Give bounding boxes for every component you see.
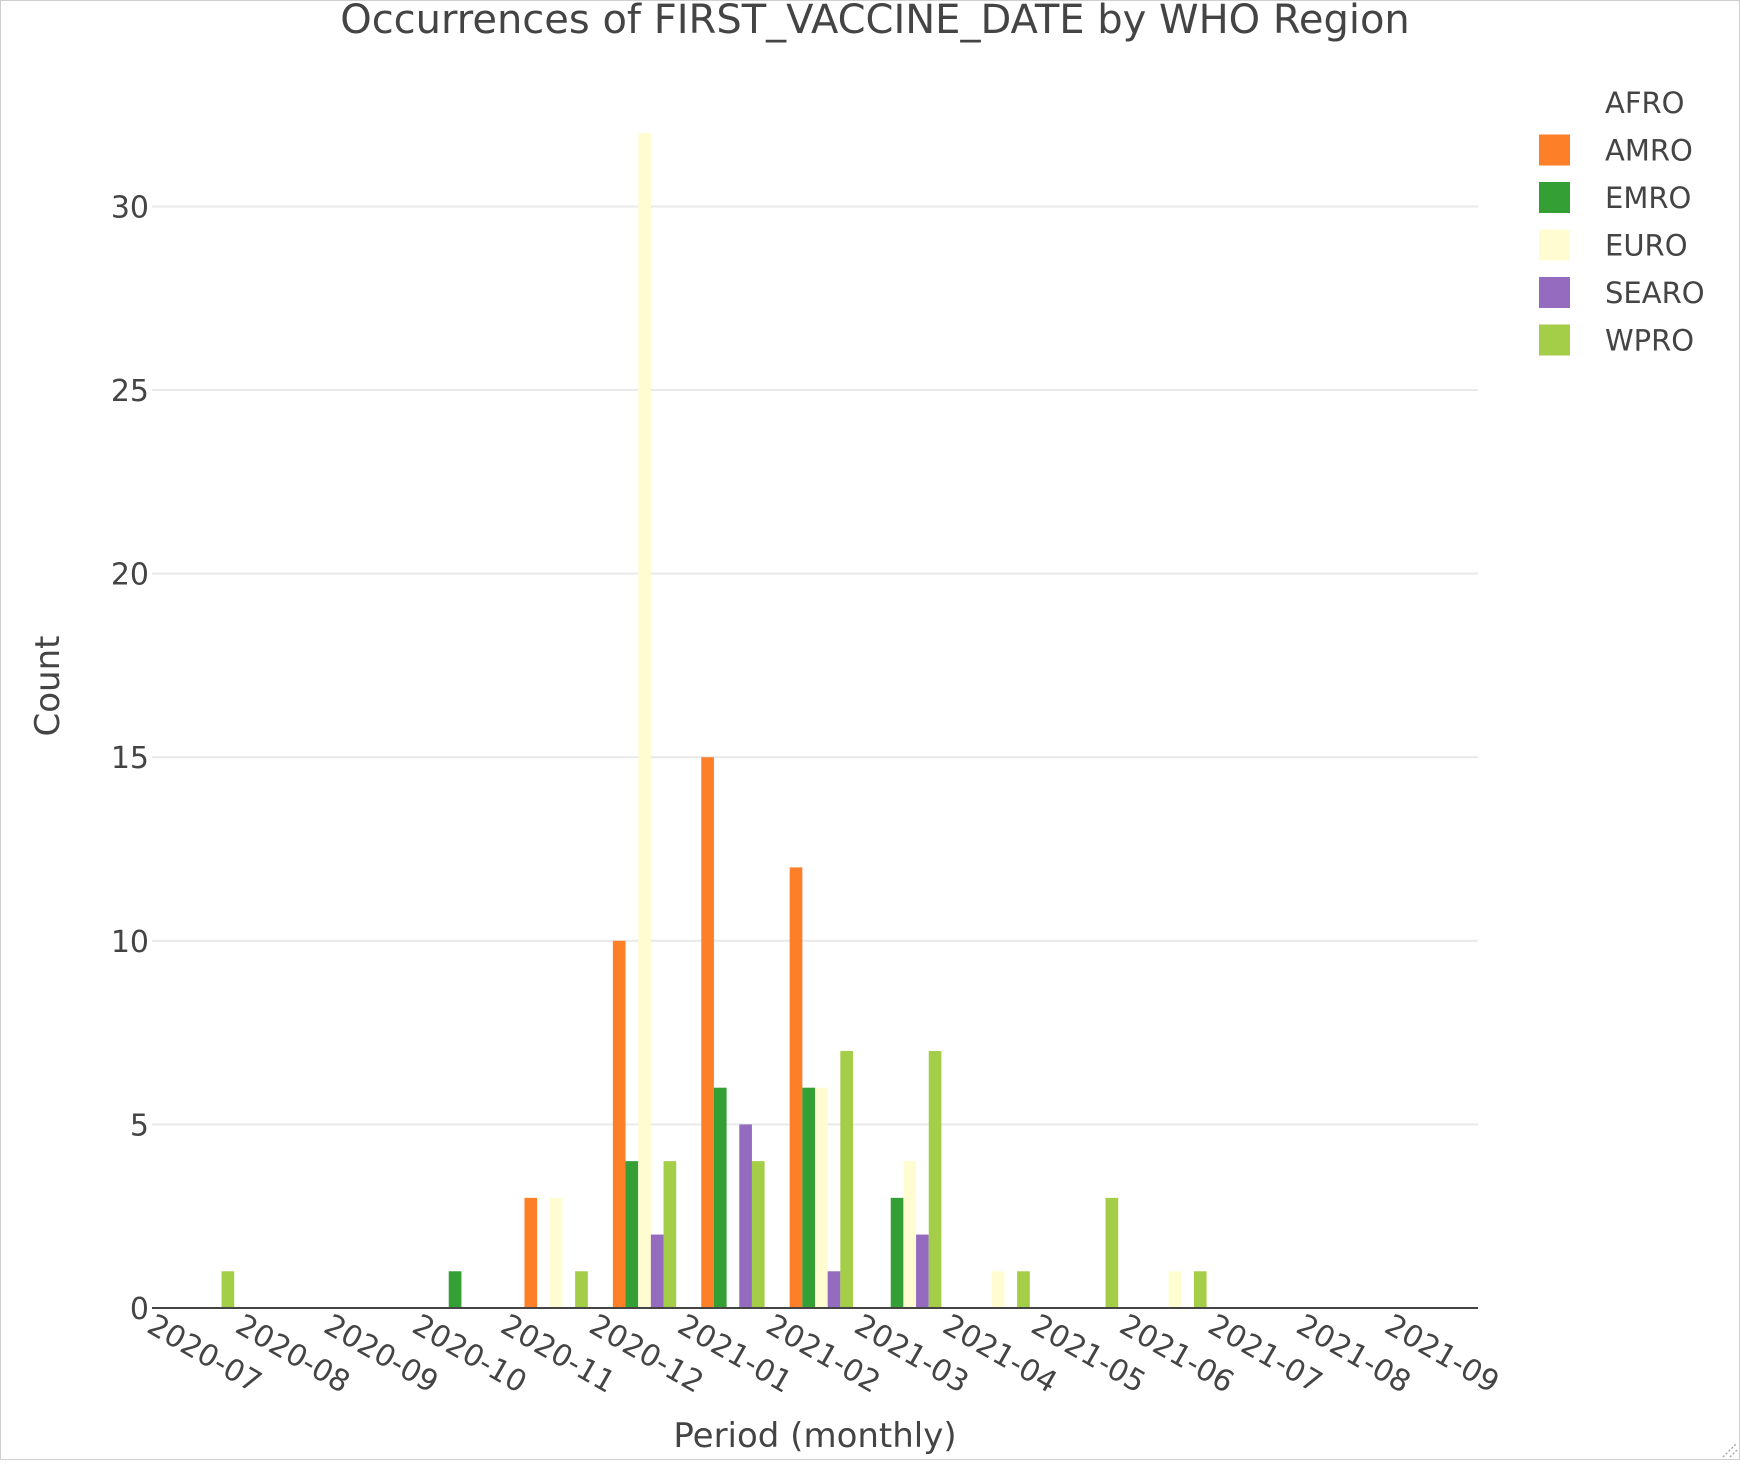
y-tick-labels: 0 5 10 15 20 25 30 xyxy=(111,190,149,1327)
legend-label-afro[interactable]: AFRO xyxy=(1605,86,1685,120)
bar-wpro-2020-11[interactable] xyxy=(575,1271,588,1308)
legend-label-wpro[interactable]: WPRO xyxy=(1605,324,1694,358)
bar-searo-2020-12[interactable] xyxy=(650,1234,664,1308)
bar-euro-2021-04[interactable] xyxy=(991,1271,1005,1308)
bar-wpro-2020-07[interactable] xyxy=(221,1271,235,1308)
bar-wpro-2021-03[interactable] xyxy=(928,1050,942,1308)
bar-wpro-2021-06[interactable] xyxy=(1193,1271,1207,1308)
y-tick-label: 10 xyxy=(111,925,149,960)
bar-emro-2020-12[interactable] xyxy=(625,1161,639,1308)
legend-label-amro[interactable]: AMRO xyxy=(1605,134,1693,168)
legend-label-euro[interactable]: EURO xyxy=(1605,229,1688,263)
bar-euro-2020-12[interactable] xyxy=(638,133,651,1308)
bar-emro-2021-01[interactable] xyxy=(713,1087,727,1308)
y-tick-label: 5 xyxy=(130,1108,149,1143)
y-tick-label: 20 xyxy=(111,558,149,593)
legend-swatch-afro[interactable] xyxy=(1539,87,1570,118)
bar-emro-2020-10[interactable] xyxy=(448,1271,462,1308)
legend-swatch-searo[interactable] xyxy=(1539,277,1570,308)
legend-swatch-emro[interactable] xyxy=(1539,182,1570,213)
legend-swatch-amro[interactable] xyxy=(1539,134,1570,166)
bar-wpro-2021-01[interactable] xyxy=(751,1161,765,1308)
bar-searo-2021-01[interactable] xyxy=(739,1124,752,1308)
bar-emro-2021-03[interactable] xyxy=(890,1197,904,1308)
gridlines xyxy=(152,205,1478,1126)
resize-handle[interactable] xyxy=(1722,1442,1738,1458)
bar-amro-2020-12[interactable] xyxy=(612,940,626,1308)
legend[interactable]: AFRO AMRO EMRO EURO SEARO WPRO xyxy=(1539,86,1705,358)
y-tick-label: 25 xyxy=(111,374,149,409)
bar-searo-2021-02[interactable] xyxy=(827,1271,841,1308)
bar-euro-2021-06[interactable] xyxy=(1168,1271,1182,1308)
bar-wpro-2021-05[interactable] xyxy=(1105,1197,1119,1308)
y-tick-label: 15 xyxy=(111,741,149,776)
bar-wpro-2021-04[interactable] xyxy=(1017,1271,1030,1308)
chart-title: Occurrences of FIRST_VACCINE_DATE by WHO… xyxy=(340,1,1410,43)
bar-searo-2021-03[interactable] xyxy=(916,1234,929,1308)
bar-euro-2021-02[interactable] xyxy=(815,1087,828,1308)
bar-amro-2020-11[interactable] xyxy=(524,1197,538,1308)
bar-wpro-2020-12[interactable] xyxy=(663,1161,677,1308)
bar-euro-2021-03[interactable] xyxy=(903,1161,917,1308)
bar-amro-2021-01[interactable] xyxy=(701,757,714,1308)
legend-swatch-euro[interactable] xyxy=(1539,229,1570,261)
y-tick-label: 30 xyxy=(111,190,149,225)
legend-swatch-wpro[interactable] xyxy=(1539,324,1570,356)
bar-emro-2021-02[interactable] xyxy=(802,1087,815,1308)
bar-wpro-2021-02[interactable] xyxy=(840,1050,854,1308)
y-axis-label: Count xyxy=(28,636,68,737)
bars xyxy=(221,133,1207,1308)
x-tick-labels: 2020-072020-082020-092020-102020-112020-… xyxy=(141,1308,1505,1401)
legend-label-searo[interactable]: SEARO xyxy=(1605,276,1705,310)
bar-amro-2021-02[interactable] xyxy=(789,867,803,1308)
y-tick-label: 0 xyxy=(130,1292,149,1327)
bar-euro-2020-11[interactable] xyxy=(549,1197,563,1308)
x-axis-label: Period (monthly) xyxy=(673,1416,956,1456)
legend-label-emro[interactable]: EMRO xyxy=(1605,181,1691,215)
